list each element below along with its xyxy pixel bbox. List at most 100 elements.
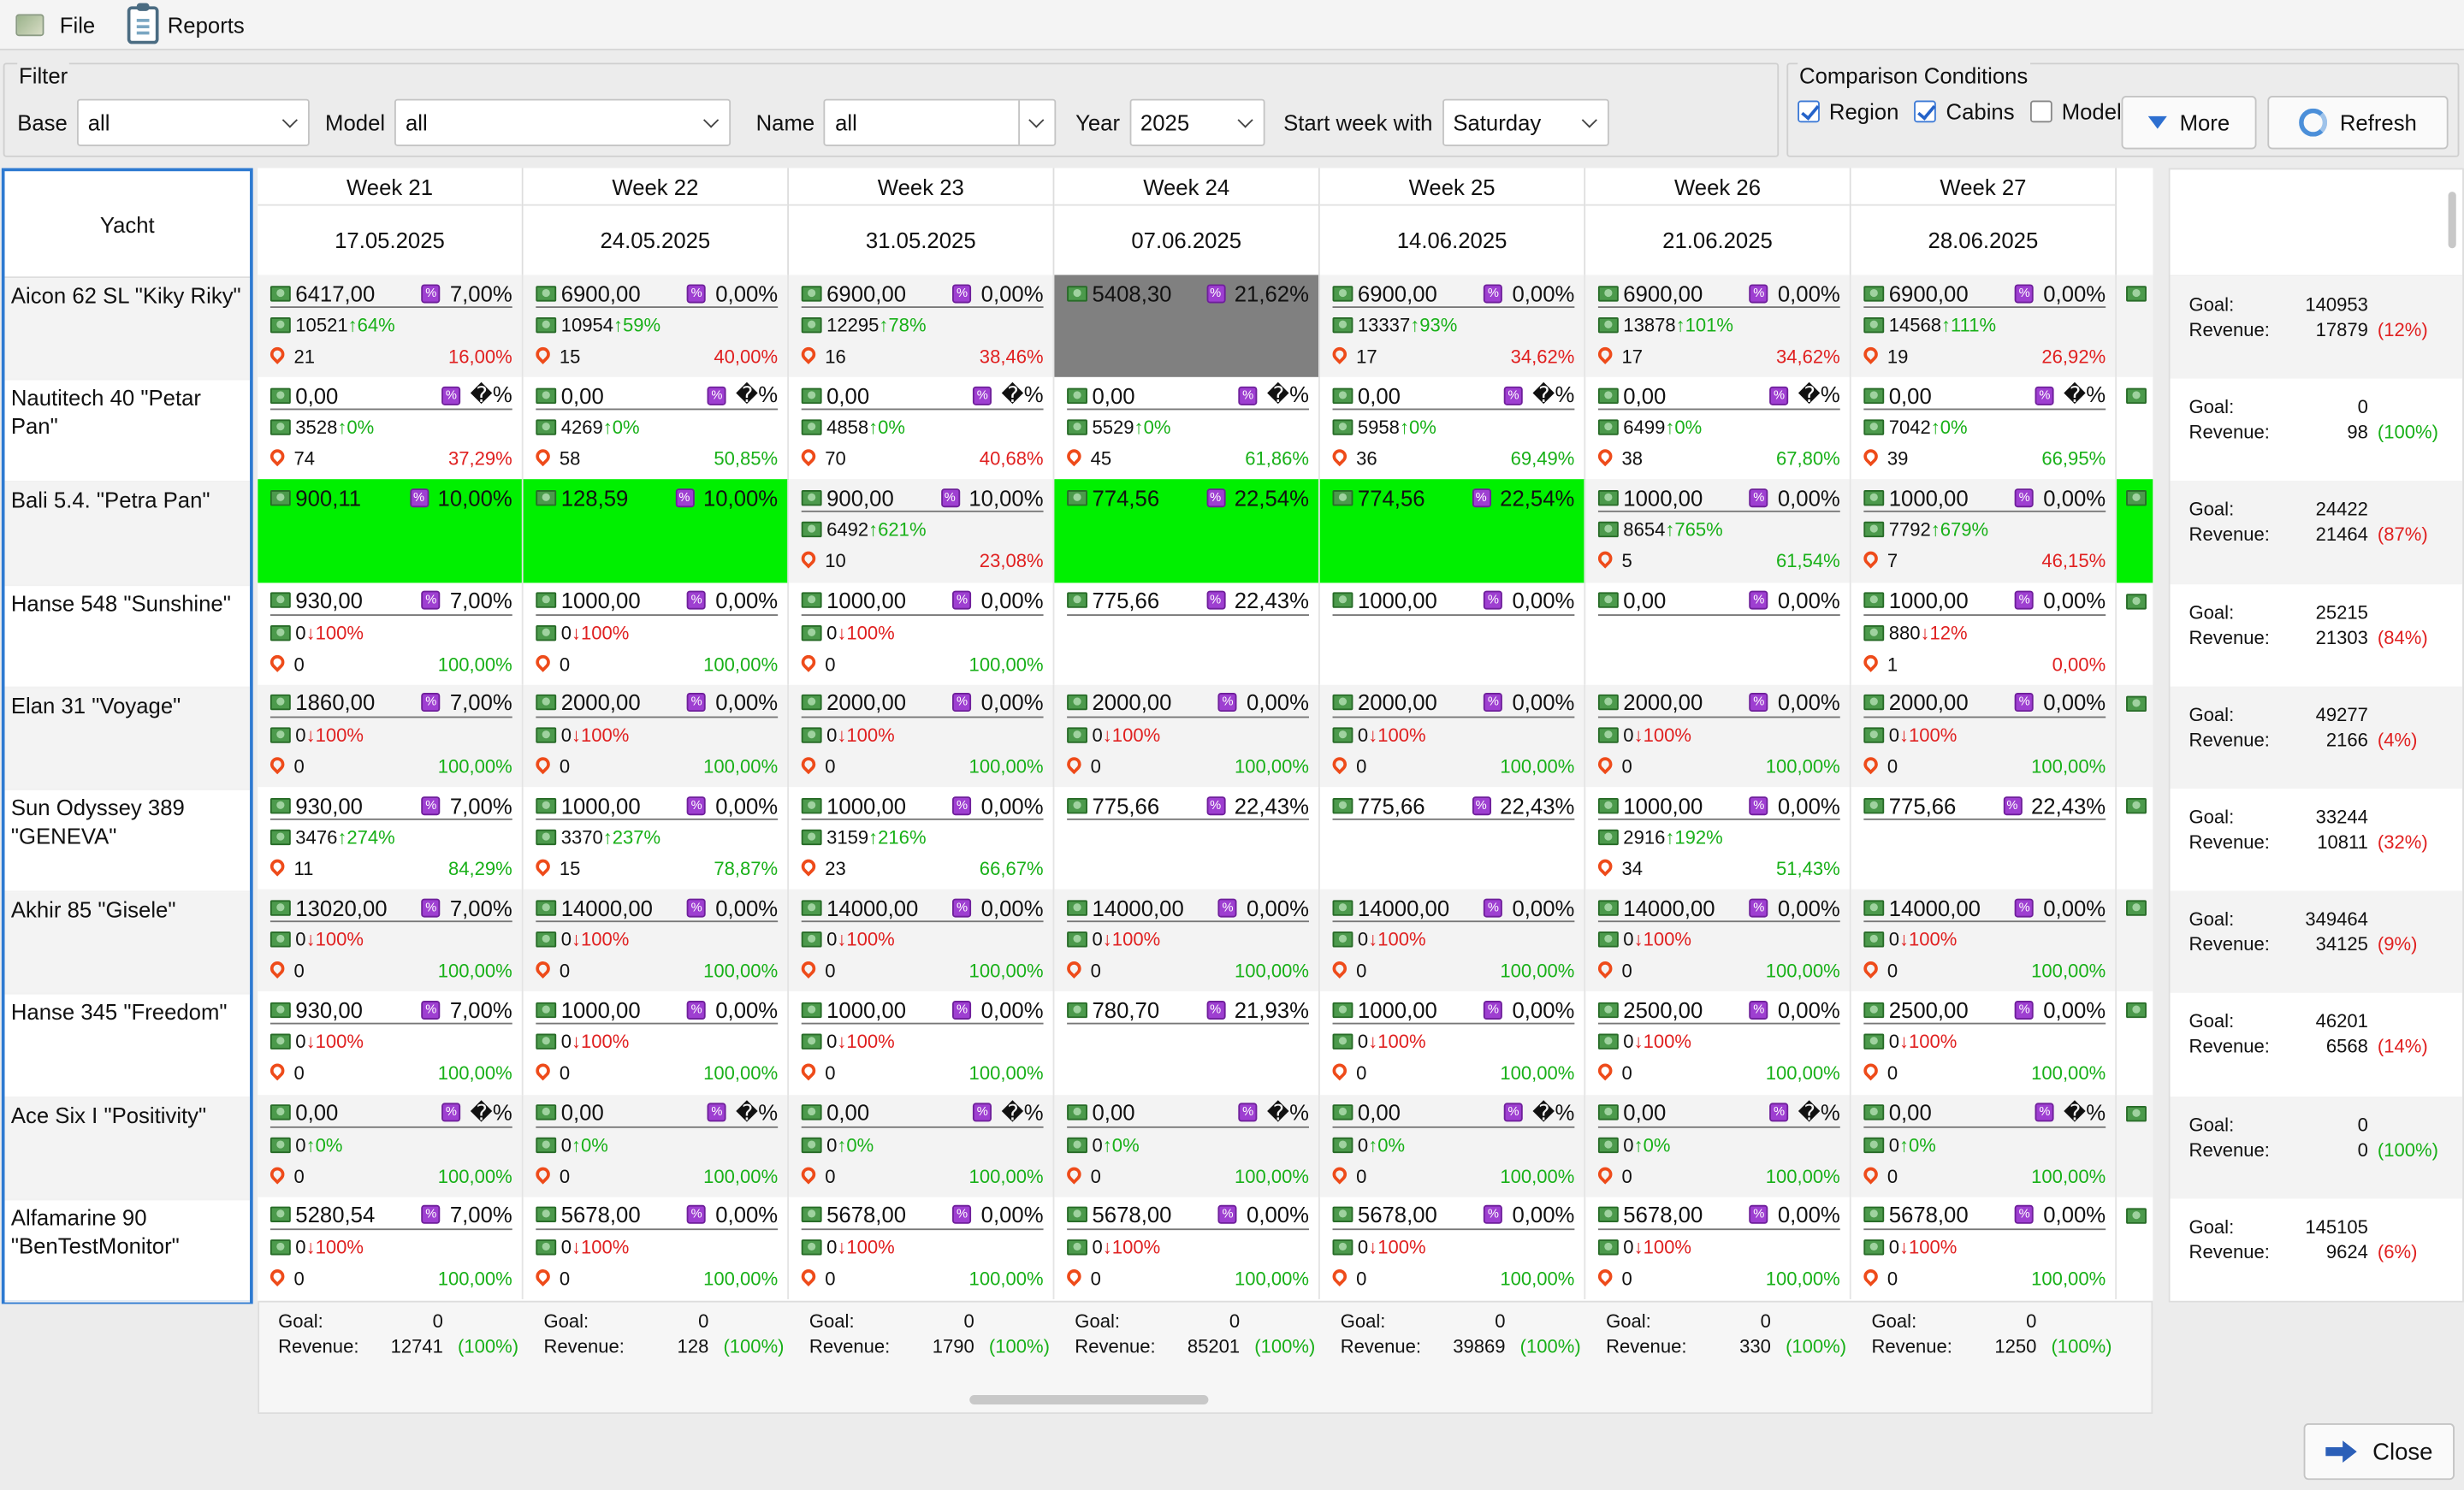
price-cell[interactable]: 0,00% �% 5529 ↑0% 45 61,86% <box>1054 377 1320 480</box>
price-cell[interactable]: 2500,00% 0,00% 0 ↓100% 0 100,00% <box>1585 991 1851 1095</box>
price-cell[interactable]: 14000,00% 0,00% 0 ↓100% 0 100,00% <box>523 889 790 992</box>
price-cell[interactable]: 0,00% �% 0 ↑0% 0 100,00% <box>1054 1094 1320 1197</box>
price-cell[interactable]: 2000,00% 0,00% 0 ↓100% 0 100,00% <box>1054 684 1320 788</box>
price-cell[interactable]: 0,00% �% 5958 ↑0% 36 69,49% <box>1320 377 1586 480</box>
price-cell[interactable]: 0,00% �% 0 ↑0% 0 100,00% <box>258 1094 524 1197</box>
yacht-name[interactable]: Sun Odyssey 389 "GENEVA" <box>4 790 251 893</box>
price-cell[interactable]: 5280,54% 7,00% 0 ↓100% 0 100,00% <box>258 1197 524 1299</box>
model-checkbox[interactable] <box>2029 100 2052 123</box>
price-cell[interactable]: 6417,00% 7,00% 10521 ↑64% 21 16,00% <box>258 275 524 378</box>
price-cell[interactable]: 13020,00% 7,00% 0 ↓100% 0 100,00% <box>258 889 524 992</box>
price-cell-partial[interactable] <box>2117 889 2153 992</box>
price-cell[interactable]: 1000,00% 0,00% 0 ↓100% 0 100,00% <box>524 582 790 685</box>
yacht-name[interactable]: Bali 5.4. "Petra Pan" <box>4 482 251 586</box>
menu-file[interactable]: File <box>44 0 110 50</box>
year-select[interactable]: 2025 <box>1129 98 1265 146</box>
price-cell[interactable]: 0,00% �% 0 ↑0% 0 100,00% <box>1585 1094 1851 1197</box>
yacht-name[interactable]: Elan 31 "Voyage" <box>4 688 251 790</box>
price-cell[interactable]: 14000,00% 0,00% 0 ↓100% 0 100,00% <box>1054 889 1320 992</box>
price-cell-partial[interactable] <box>2117 582 2153 685</box>
price-cell[interactable]: 2000,00% 0,00% 0 ↓100% 0 100,00% <box>523 684 790 788</box>
yacht-name[interactable]: Alfamarine 90 "BenTestMonitor" <box>4 1200 251 1303</box>
price-cell[interactable]: 1000,00% 0,00% 0 ↓100% 0 100,00% <box>789 991 1055 1095</box>
price-cell[interactable]: 5408,30% 21,62% <box>1054 275 1320 378</box>
price-cell[interactable]: 5678,00% 0,00% 0 ↓100% 0 100,00% <box>1851 1197 2118 1299</box>
price-cell[interactable]: 6900,00% 0,00% 13878 ↑101% 17 34,62% <box>1585 275 1851 378</box>
price-cell-partial[interactable] <box>2117 377 2153 480</box>
price-cell[interactable]: 6900,00% 0,00% 14568 ↑111% 19 26,92% <box>1851 275 2118 378</box>
refresh-button[interactable]: Refresh <box>2267 96 2449 150</box>
price-cell-partial[interactable] <box>2117 1094 2153 1197</box>
price-cell[interactable]: 1000,00% 0,00% 880 ↓12% 1 0,00% <box>1851 582 2118 685</box>
price-cell[interactable]: 1000,00% 0,00% 3370 ↑237% 15 78,87% <box>524 787 790 890</box>
price-cell[interactable]: 0,00% �% 7042 ↑0% 39 66,95% <box>1851 377 2118 480</box>
yacht-name[interactable]: Hanse 548 "Sunshine" <box>4 585 251 689</box>
price-cell[interactable]: 775,66% 22,43% <box>1851 787 2118 890</box>
price-cell[interactable]: 1000,00% 0,00% 2916 ↑192% 34 51,43% <box>1585 787 1851 890</box>
weeks-area[interactable]: Week 21 17.05.2025 Week 22 24.05.2025 Week 2… <box>258 168 2153 1308</box>
price-cell[interactable]: 14000,00% 0,00% 0 ↓100% 0 100,00% <box>1585 889 1851 992</box>
price-cell[interactable]: 0,00% �% 0 ↑0% 0 100,00% <box>523 1094 790 1197</box>
base-select[interactable]: all <box>76 98 310 146</box>
menu-reports[interactable]: Reports <box>111 0 261 50</box>
yacht-name[interactable]: Akhir 85 "Gisele" <box>4 892 251 996</box>
price-cell[interactable]: 2500,00% 0,00% 0 ↓100% 0 100,00% <box>1851 991 2118 1095</box>
price-cell-partial[interactable] <box>2117 992 2153 1095</box>
price-cell[interactable]: 775,66% 22,43% <box>1320 787 1586 890</box>
price-cell-partial[interactable] <box>2117 479 2153 582</box>
horizontal-scrollbar[interactable] <box>259 1390 2151 1409</box>
scroll-thumb[interactable] <box>2448 192 2456 249</box>
price-cell[interactable]: 1860,00% 7,00% 0 ↓100% 0 100,00% <box>258 684 524 788</box>
price-cell[interactable]: 1000,00% 0,00% <box>1320 582 1586 685</box>
price-cell-partial[interactable] <box>2117 1197 2153 1299</box>
price-cell[interactable]: 2000,00% 0,00% 0 ↓100% 0 100,00% <box>1319 684 1586 788</box>
price-cell[interactable]: 780,70% 21,93% <box>1054 991 1320 1095</box>
yacht-name[interactable]: Hanse 345 "Freedom" <box>4 995 251 1097</box>
region-checkbox[interactable] <box>1798 100 1820 123</box>
price-cell[interactable]: 775,66% 22,43% <box>1054 582 1320 685</box>
more-button[interactable]: More <box>2121 96 2257 150</box>
price-cell[interactable]: 14000,00% 0,00% 0 ↓100% 0 100,00% <box>1851 889 2118 992</box>
yacht-name[interactable]: Nautitech 40 "Petar Pan" <box>4 381 251 483</box>
price-cell[interactable]: 5678,00% 0,00% 0 ↓100% 0 100,00% <box>789 1197 1055 1299</box>
price-cell[interactable]: 775,66% 22,43% <box>1054 787 1320 890</box>
price-cell[interactable]: 0,00% �% 0 ↑0% 0 100,00% <box>789 1094 1055 1197</box>
price-cell-partial[interactable] <box>2117 684 2153 788</box>
price-cell[interactable]: 1000,00% 0,00% 3159 ↑216% 23 66,67% <box>789 787 1055 890</box>
price-cell[interactable]: 774,56% 22,54% <box>1054 479 1320 582</box>
price-cell[interactable]: 6900,00% 0,00% 13337 ↑93% 17 34,62% <box>1319 275 1586 378</box>
price-cell[interactable]: 930,00% 7,00% 3476 ↑274% 11 84,29% <box>258 787 524 890</box>
price-cell[interactable]: 1000,00% 0,00% 7792 ↑679% 7 46,15% <box>1851 479 2118 582</box>
price-cell[interactable]: 1000,00% 0,00% 8654 ↑765% 5 61,54% <box>1585 479 1851 582</box>
cabins-checkbox[interactable] <box>1914 100 1937 123</box>
yacht-name[interactable]: Aicon 62 SL "Kiky Riky" <box>4 278 251 381</box>
price-cell[interactable]: 0,00% �% 4858 ↑0% 70 40,68% <box>789 377 1055 480</box>
vertical-scrollbar[interactable] <box>2443 169 2462 1300</box>
close-button[interactable]: Close <box>2303 1423 2455 1481</box>
price-cell[interactable]: 0,00% �% 0 ↑0% 0 100,00% <box>1851 1094 2118 1197</box>
price-cell[interactable]: 0,00% �% 4269 ↑0% 58 50,85% <box>524 377 790 480</box>
scroll-thumb[interactable] <box>969 1394 1209 1405</box>
price-cell[interactable]: 2000,00% 0,00% 0 ↓100% 0 100,00% <box>789 684 1055 788</box>
price-cell[interactable]: 900,00% 10,00% 6492 ↑621% 10 23,08% <box>789 479 1055 582</box>
price-cell[interactable]: 2000,00% 0,00% 0 ↓100% 0 100,00% <box>1851 684 2118 788</box>
yacht-name[interactable]: Ace Six I "Positivity" <box>4 1097 251 1200</box>
start-week-select[interactable]: Saturday <box>1442 98 1609 146</box>
price-cell[interactable]: 5678,00% 0,00% 0 ↓100% 0 100,00% <box>524 1197 790 1299</box>
price-cell[interactable]: 900,11% 10,00% <box>258 479 524 582</box>
price-cell[interactable]: 1000,00% 0,00% 0 ↓100% 0 100,00% <box>524 991 790 1095</box>
price-cell-partial[interactable] <box>2117 787 2153 890</box>
price-cell[interactable]: 0,00% 0,00% <box>1585 582 1851 685</box>
price-cell[interactable]: 14000,00% 0,00% 0 ↓100% 0 100,00% <box>1319 889 1586 992</box>
price-cell[interactable]: 774,56% 22,54% <box>1319 479 1586 582</box>
price-cell[interactable]: 930,00% 7,00% 0 ↓100% 0 100,00% <box>258 582 524 685</box>
price-cell[interactable]: 128,59% 10,00% <box>523 479 790 582</box>
price-cell[interactable]: 930,00% 7,00% 0 ↓100% 0 100,00% <box>258 991 524 1095</box>
price-cell[interactable]: 2000,00% 0,00% 0 ↓100% 0 100,00% <box>1585 684 1851 788</box>
price-cell-partial[interactable] <box>2117 275 2153 378</box>
price-cell[interactable]: 0,00% �% 3528 ↑0% 74 37,29% <box>258 377 524 480</box>
price-cell[interactable]: 0,00% �% 0 ↑0% 0 100,00% <box>1319 1094 1586 1197</box>
price-cell[interactable]: 5678,00% 0,00% 0 ↓100% 0 100,00% <box>1585 1197 1851 1299</box>
name-combobox[interactable]: all <box>824 98 1057 146</box>
price-cell[interactable]: 6900,00% 0,00% 10954 ↑59% 15 40,00% <box>523 275 790 378</box>
